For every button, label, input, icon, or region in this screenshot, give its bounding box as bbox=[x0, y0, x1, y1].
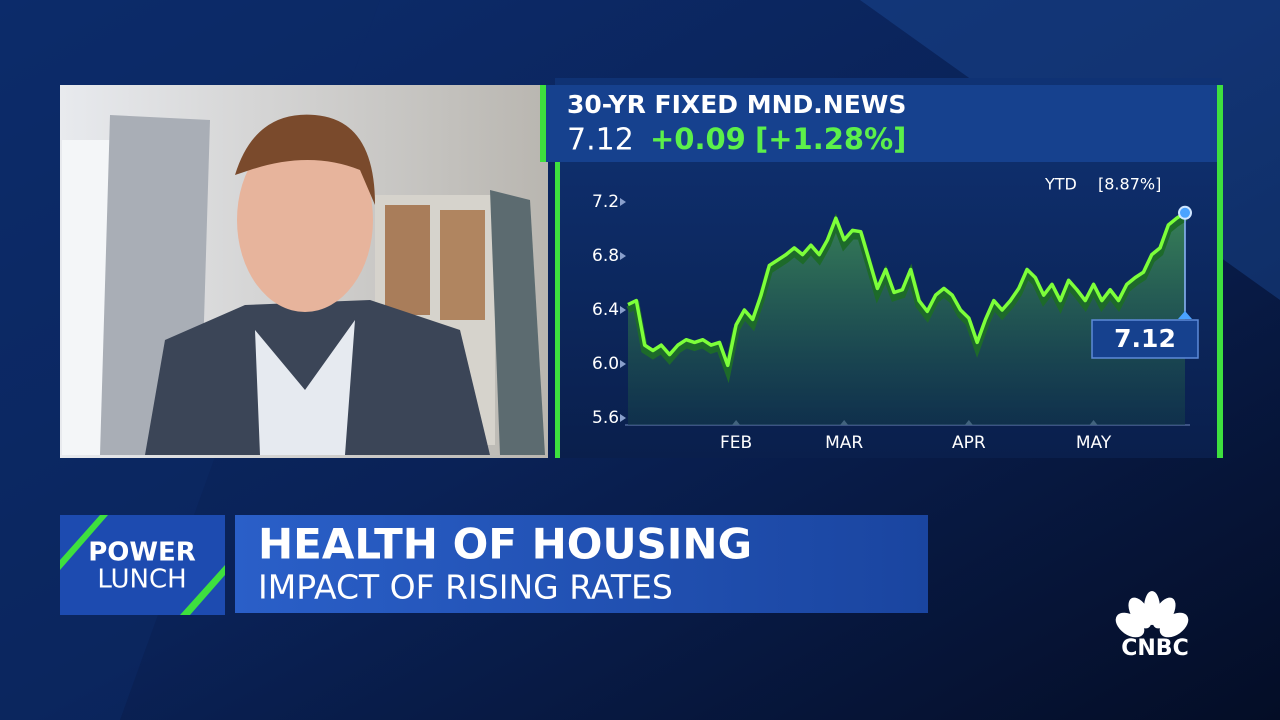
y-tick-mark bbox=[620, 414, 626, 422]
green-edge bbox=[555, 162, 560, 458]
area bbox=[628, 212, 1185, 425]
door-glass bbox=[385, 205, 430, 315]
value-flag bbox=[1091, 319, 1199, 359]
network-name: CNBC bbox=[1121, 636, 1188, 661]
face bbox=[237, 128, 373, 312]
y-tick-mark bbox=[620, 306, 626, 314]
period-label: YTD bbox=[1044, 175, 1077, 194]
hair bbox=[235, 114, 375, 205]
subheadline: IMPACT OF RISING RATES bbox=[258, 568, 673, 607]
show-name: POWER bbox=[88, 538, 196, 568]
curtain bbox=[490, 190, 545, 455]
last-point bbox=[1178, 205, 1192, 220]
period-change: [8.87%] bbox=[1098, 175, 1161, 194]
chart-title: 30-YR FIXED MND.NEWS bbox=[567, 90, 906, 119]
last-price: 7.12 bbox=[567, 123, 634, 158]
show-name: LUNCH bbox=[97, 565, 186, 595]
y-tick-label: 6.4 bbox=[592, 300, 619, 320]
header-bg bbox=[540, 85, 1222, 162]
x-tick-label: APR bbox=[952, 433, 986, 453]
line bbox=[627, 211, 1186, 368]
lower-third: POWER LUNCH HEALTH OF HOUSING IMPACT OF … bbox=[60, 515, 928, 615]
flag-pointer bbox=[1178, 311, 1192, 319]
video-feed bbox=[60, 85, 548, 458]
y-tick-mark bbox=[620, 198, 626, 206]
change: +0.09 bbox=[650, 122, 746, 156]
shirt bbox=[255, 320, 355, 455]
x-tick-label: MAR bbox=[825, 433, 863, 453]
y-tick-mark bbox=[620, 252, 626, 260]
value-flag-label: 7.12 bbox=[1114, 324, 1176, 353]
plot: 5.6 6.0 6.4 6.8 7.2 FEB MAR APR MAY 7.12 bbox=[592, 192, 1199, 453]
x-tick-label: MAY bbox=[1076, 433, 1112, 453]
x-tick-label: FEB bbox=[720, 433, 752, 453]
y-tick-label: 5.6 bbox=[592, 408, 619, 428]
change-pct: [+1.28%] bbox=[755, 122, 906, 156]
y-tick-label: 6.0 bbox=[592, 354, 619, 374]
door-glass bbox=[440, 210, 485, 320]
headline: HEALTH OF HOUSING bbox=[258, 520, 752, 569]
network-logo: CNBC bbox=[1115, 591, 1189, 661]
green-edge bbox=[540, 85, 546, 162]
y-tick-mark bbox=[620, 360, 626, 368]
y-tick-label: 6.8 bbox=[592, 246, 619, 266]
y-tick-label: 7.2 bbox=[592, 192, 619, 212]
green-edge bbox=[1217, 85, 1223, 458]
headline-bg bbox=[235, 515, 928, 613]
peacock bbox=[1115, 591, 1189, 638]
